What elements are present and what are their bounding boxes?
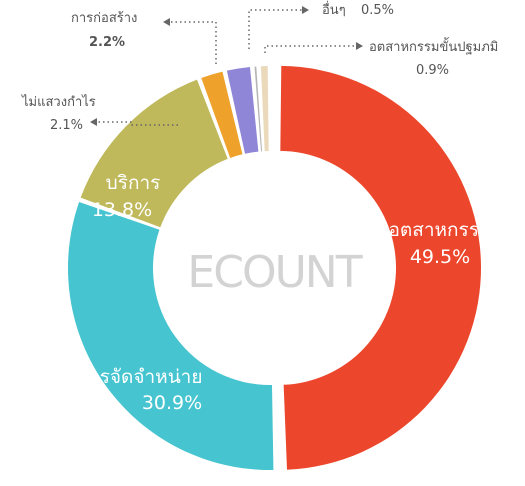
arrow-construction: [163, 18, 170, 26]
label-nonprofit: ไม่แสวงกำไร: [21, 94, 96, 110]
slice-services: [80, 79, 228, 228]
value-nonprofit: 2.1%: [50, 118, 83, 133]
label-others: อื่นๆ: [322, 1, 346, 18]
value-construction: 2.2%: [89, 35, 125, 50]
slice-primary-industry: [260, 66, 269, 152]
leader-primary-industry: [264, 45, 356, 53]
leader-construction: [170, 21, 217, 64]
slice-construction: [226, 66, 259, 154]
label-industry: อตสาหกรรม: [389, 219, 492, 241]
arrow-others: [302, 6, 309, 14]
slice-others: [254, 66, 263, 152]
arrow-nonprofit: [90, 118, 97, 126]
leader-nonprofit: [97, 121, 178, 126]
label-distribution: การจัดจำหน่าย: [78, 366, 203, 388]
value-others: 0.5%: [361, 3, 394, 18]
value-distribution: 30.9%: [142, 392, 202, 414]
slices-group: [67, 65, 481, 470]
label-construction: การก่อสร้าง: [71, 11, 137, 26]
slice-industry: [280, 65, 481, 470]
slice-distribution: [67, 201, 274, 470]
slice-nonprofit: [201, 71, 243, 158]
ecount-logo: ECOUNT: [187, 247, 362, 298]
arrow-primary-industry: [356, 42, 363, 50]
value-primary-industry: 0.9%: [416, 63, 449, 78]
label-primary-industry: อตสาหกรรมขั้นปฐมภมิ: [369, 37, 498, 55]
label-services: บริการ: [106, 172, 161, 194]
leader-others: [248, 9, 302, 49]
value-industry: 49.5%: [410, 246, 470, 268]
value-services: 13.8%: [92, 199, 152, 221]
